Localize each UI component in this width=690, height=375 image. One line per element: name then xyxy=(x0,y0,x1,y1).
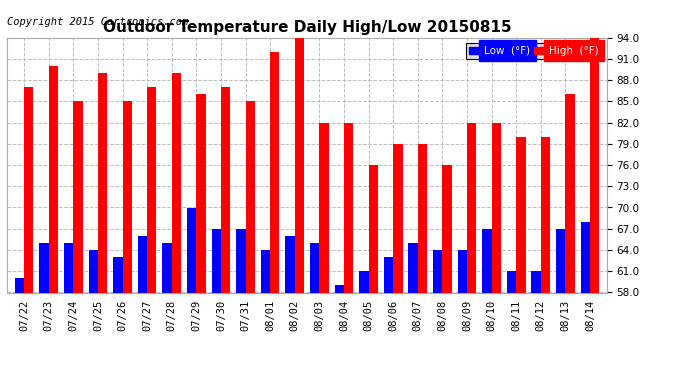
Bar xyxy=(507,271,516,292)
Bar xyxy=(113,257,123,292)
Bar xyxy=(138,236,147,292)
Bar xyxy=(49,66,58,292)
Bar xyxy=(482,229,491,292)
Bar xyxy=(491,123,501,292)
Bar xyxy=(457,250,467,292)
Bar xyxy=(417,144,427,292)
Bar xyxy=(368,165,378,292)
Bar xyxy=(310,243,319,292)
Bar xyxy=(246,101,255,292)
Bar xyxy=(467,123,476,292)
Bar xyxy=(64,243,73,292)
Title: Outdoor Temperature Daily High/Low 20150815: Outdoor Temperature Daily High/Low 20150… xyxy=(103,20,511,35)
Bar xyxy=(384,257,393,292)
Bar xyxy=(565,94,575,292)
Bar xyxy=(344,123,353,292)
Legend: Low  (°F), High  (°F): Low (°F), High (°F) xyxy=(466,43,602,59)
Bar xyxy=(541,136,550,292)
Bar xyxy=(236,229,246,292)
Bar xyxy=(172,73,181,292)
Bar xyxy=(221,87,230,292)
Bar xyxy=(98,73,107,292)
Bar xyxy=(442,165,452,292)
Bar xyxy=(295,38,304,292)
Bar xyxy=(212,229,221,292)
Bar xyxy=(531,271,541,292)
Bar xyxy=(24,87,34,292)
Bar xyxy=(187,207,197,292)
Bar xyxy=(162,243,172,292)
Bar xyxy=(408,243,417,292)
Bar xyxy=(580,222,590,292)
Bar xyxy=(319,123,328,292)
Bar xyxy=(393,144,402,292)
Bar xyxy=(359,271,368,292)
Bar xyxy=(286,236,295,292)
Bar xyxy=(261,250,270,292)
Bar xyxy=(270,52,279,292)
Bar xyxy=(147,87,157,292)
Bar xyxy=(197,94,206,292)
Bar xyxy=(590,38,600,292)
Bar xyxy=(39,243,49,292)
Bar xyxy=(123,101,132,292)
Bar xyxy=(14,278,24,292)
Bar xyxy=(335,285,344,292)
Bar xyxy=(556,229,565,292)
Bar xyxy=(433,250,442,292)
Bar xyxy=(88,250,98,292)
Bar xyxy=(516,136,526,292)
Bar xyxy=(73,101,83,292)
Text: Copyright 2015 Cartronics.com: Copyright 2015 Cartronics.com xyxy=(7,17,188,27)
